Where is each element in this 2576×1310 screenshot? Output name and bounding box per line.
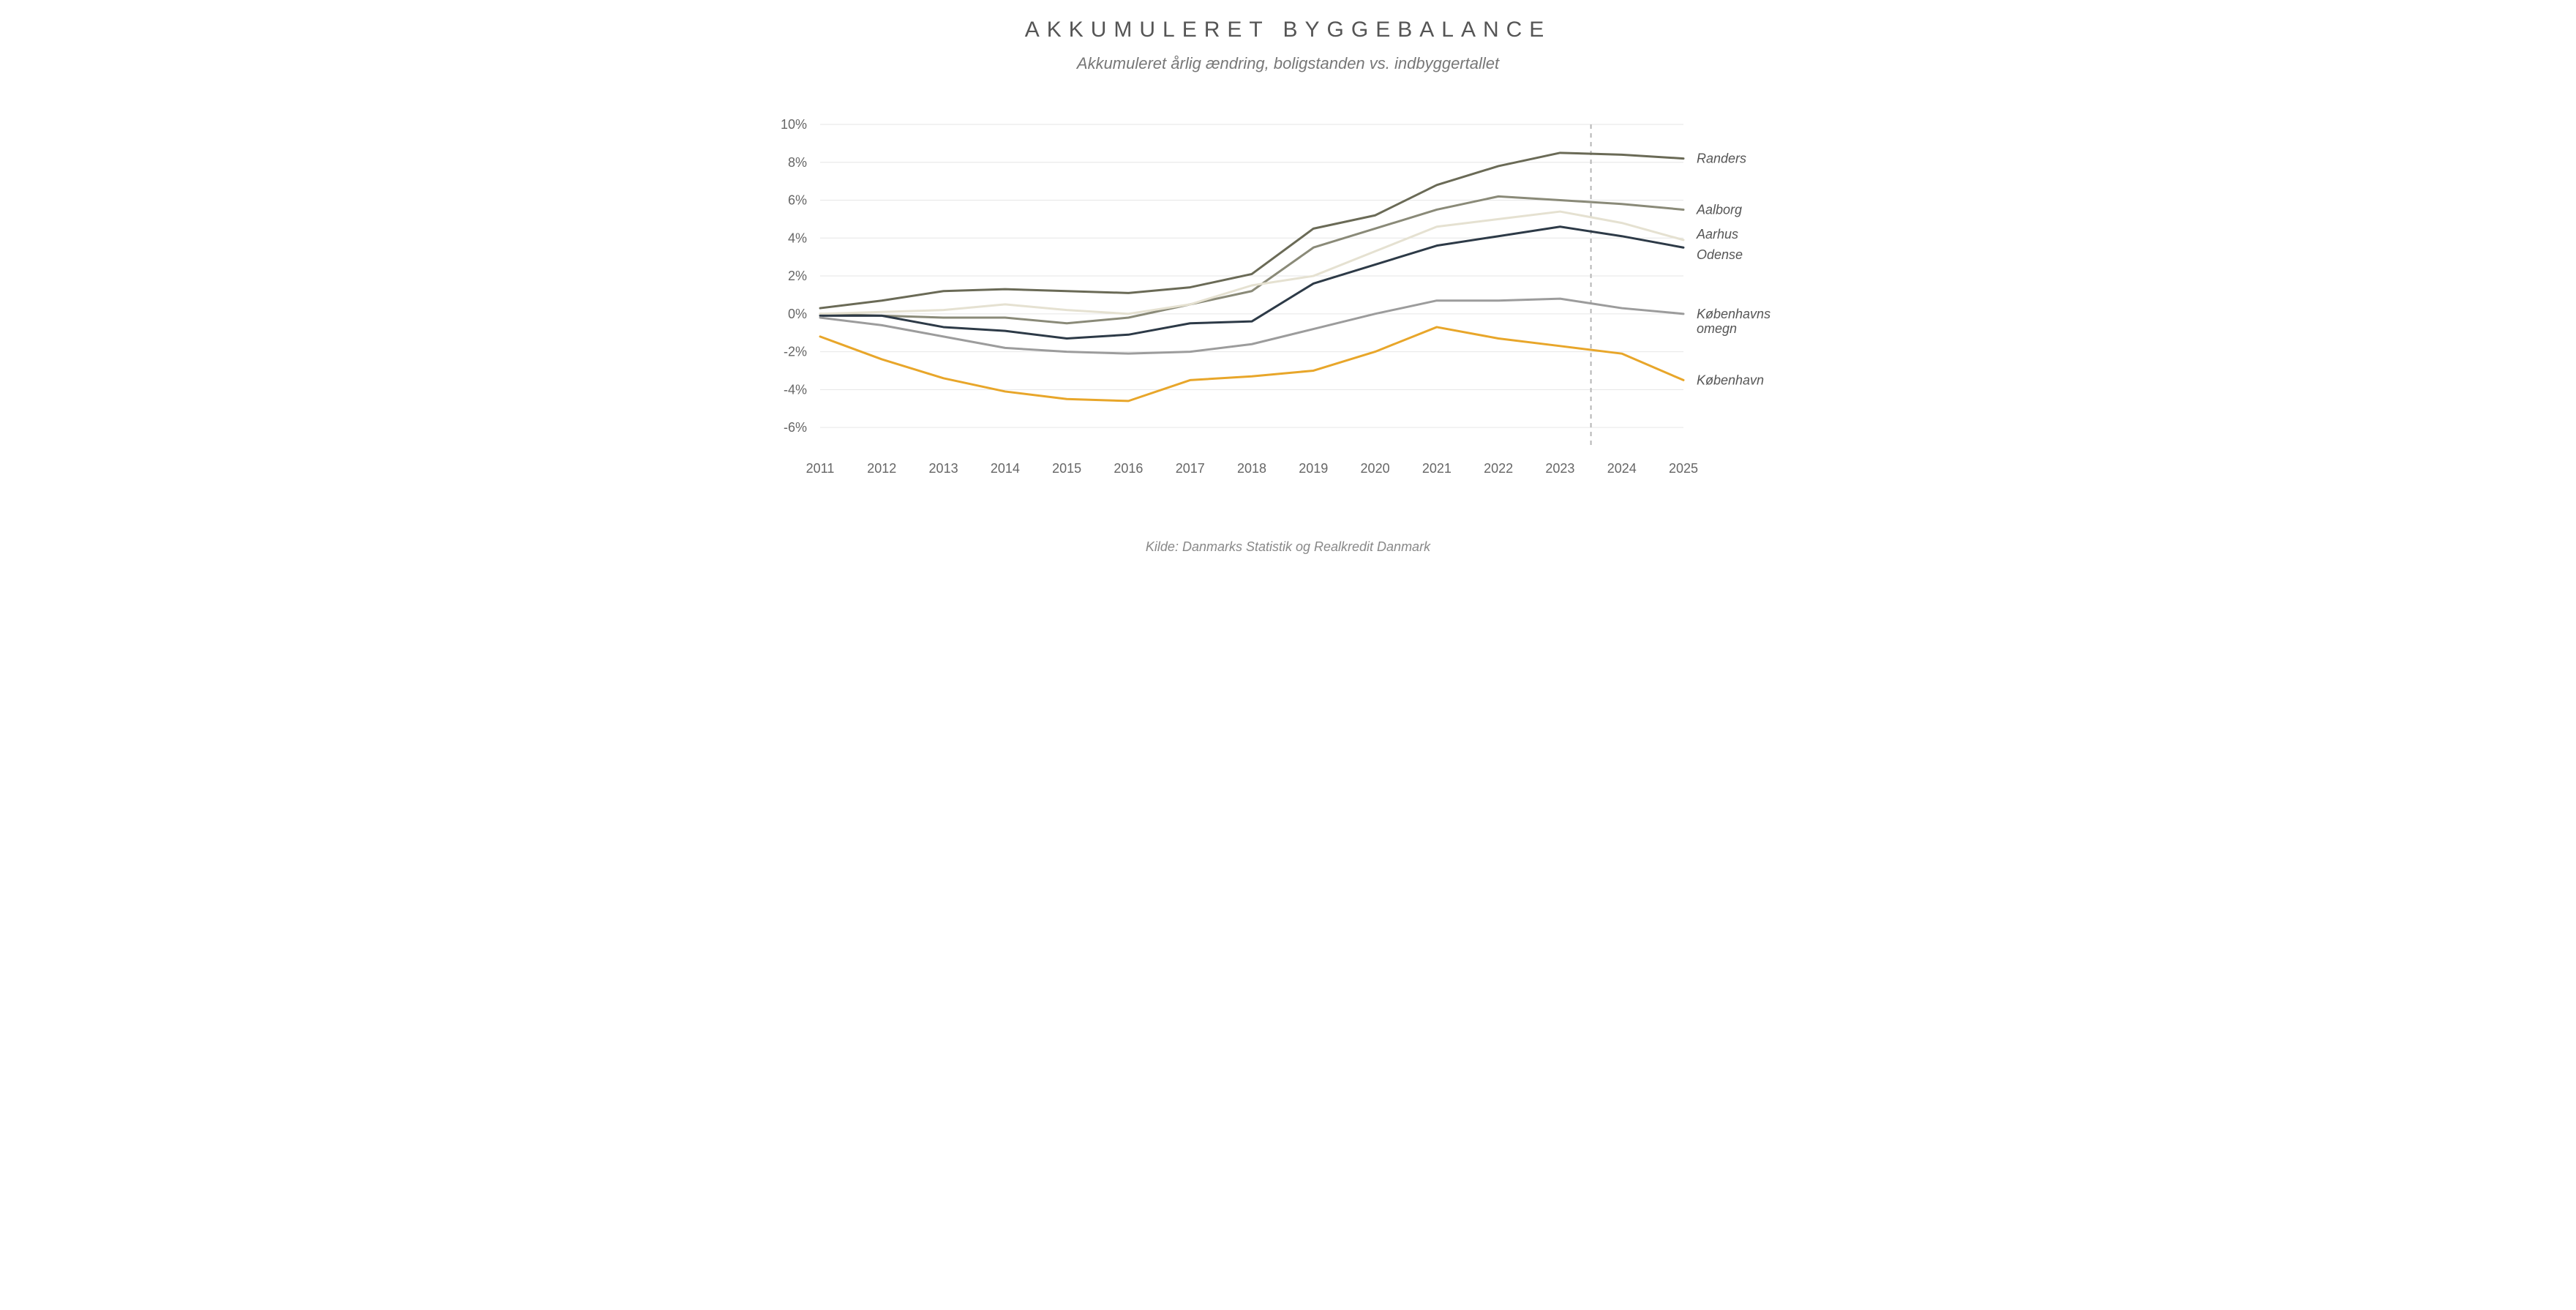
y-tick-label: -4% (783, 382, 806, 397)
series-label-københavns-omegn: Københavns (1697, 307, 1770, 321)
x-tick-label: 2021 (1422, 461, 1451, 476)
series-line-aalborg (820, 196, 1683, 323)
chart-title: AKKUMULERET BYGGEBALANCE (732, 0, 1844, 42)
x-tick-label: 2024 (1607, 461, 1636, 476)
x-tick-label: 2015 (1052, 461, 1081, 476)
x-tick-label: 2023 (1545, 461, 1574, 476)
y-tick-label: 2% (787, 269, 806, 283)
x-tick-label: 2013 (928, 461, 958, 476)
series-label-københavn: København (1697, 373, 1764, 387)
y-tick-label: 6% (787, 193, 806, 208)
x-tick-label: 2012 (867, 461, 896, 476)
x-tick-label: 2018 (1236, 461, 1266, 476)
x-tick-label: 2022 (1484, 461, 1513, 476)
y-tick-label: 10% (780, 117, 806, 132)
chart-svg: -6% -4% -2% 0% 2% 4% 6% 8% 10% 2011 2012 2013 2014 20… (732, 110, 1844, 505)
chart-subtitle: Akkumuleret årlig ændring, boligstanden … (732, 54, 1844, 73)
series-label-randers: Randers (1697, 151, 1746, 166)
x-tick-label: 2019 (1299, 461, 1328, 476)
x-tick-label: 2011 (806, 461, 834, 476)
series-label-odense: Odense (1697, 247, 1743, 262)
line-chart: -6% -4% -2% 0% 2% 4% 6% 8% 10% 2011 2012 2013 2014 20… (732, 110, 1844, 505)
series-label-københavns-omegn: omegn (1697, 321, 1737, 336)
x-tick-label: 2016 (1114, 461, 1143, 476)
y-tick-label: 4% (787, 231, 806, 245)
series-label-aalborg: Aalborg (1696, 202, 1742, 217)
x-tick-label: 2025 (1668, 461, 1697, 476)
y-tick-label: 8% (787, 155, 806, 170)
y-tick-label: -2% (783, 345, 806, 359)
source-text: Kilde: Danmarks Statistik og Realkredit … (732, 539, 1844, 555)
series-line-odense (820, 227, 1683, 339)
y-tick-label: 0% (787, 307, 806, 321)
y-tick-label: -6% (783, 420, 806, 435)
x-tick-label: 2014 (990, 461, 1019, 476)
x-tick-label: 2017 (1175, 461, 1204, 476)
series-label-aarhus: Aarhus (1696, 227, 1738, 242)
x-tick-label: 2020 (1360, 461, 1389, 476)
